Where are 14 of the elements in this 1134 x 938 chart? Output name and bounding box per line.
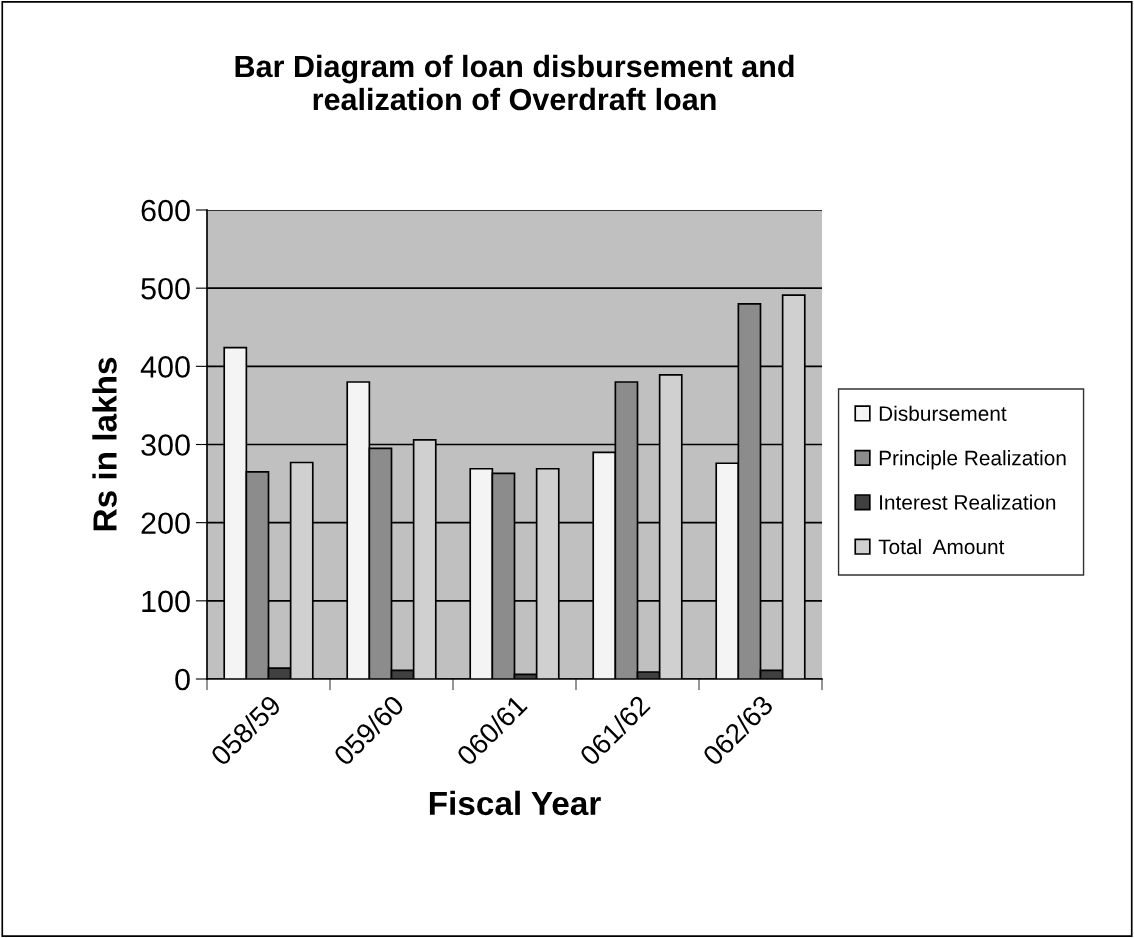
- x-axis-title: Fiscal Year: [429, 790, 601, 816]
- y-tick-label: 400: [140, 356, 190, 378]
- y-axis-title: Rs in lakhs: [92, 357, 117, 531]
- legend-label: Principle Realization: [879, 450, 1066, 470]
- y-tick-label: 600: [141, 199, 190, 222]
- chart-title: Bar Diagram of loan disbursement and realization of Overdraft loan: [235, 54, 794, 111]
- y-tick-label: 500: [141, 277, 190, 300]
- legend-label: Interest Realization: [880, 494, 1056, 510]
- y-tick-label: 0: [175, 668, 190, 691]
- y-tick-label: 100: [142, 590, 190, 613]
- legend-label: Disbursement: [879, 405, 1007, 421]
- legend-label: Total Amount: [878, 538, 1005, 555]
- y-tick-label: 200: [141, 512, 190, 535]
- y-tick-label: 300: [141, 434, 190, 456]
